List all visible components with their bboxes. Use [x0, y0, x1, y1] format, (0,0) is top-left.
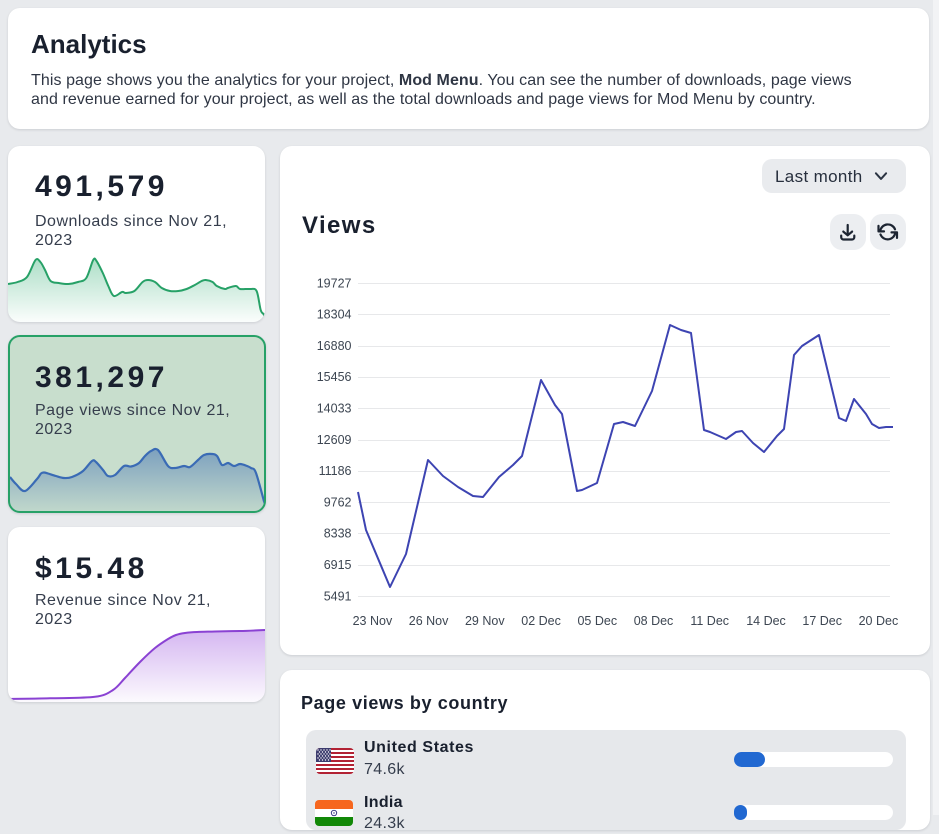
svg-text:5491: 5491: [324, 589, 352, 603]
svg-text:12609: 12609: [317, 433, 352, 447]
svg-text:17 Dec: 17 Dec: [802, 614, 842, 628]
svg-text:08 Dec: 08 Dec: [634, 614, 674, 628]
svg-text:15456: 15456: [317, 370, 352, 384]
svg-text:11 Dec: 11 Dec: [690, 614, 729, 628]
svg-text:26 Nov: 26 Nov: [409, 614, 449, 628]
svg-text:29 Nov: 29 Nov: [465, 614, 505, 628]
svg-text:05 Dec: 05 Dec: [577, 614, 617, 628]
svg-text:8338: 8338: [324, 527, 352, 541]
svg-text:23 Nov: 23 Nov: [353, 614, 393, 628]
svg-text:16880: 16880: [317, 339, 352, 353]
svg-text:6915: 6915: [324, 558, 352, 572]
svg-text:9762: 9762: [324, 495, 352, 509]
svg-text:20 Dec: 20 Dec: [859, 614, 899, 628]
svg-text:11186: 11186: [319, 464, 352, 478]
svg-text:14033: 14033: [317, 402, 352, 416]
svg-text:19727: 19727: [317, 276, 352, 290]
svg-text:02 Dec: 02 Dec: [521, 614, 561, 628]
svg-text:14 Dec: 14 Dec: [746, 614, 786, 628]
svg-text:18304: 18304: [317, 308, 352, 322]
